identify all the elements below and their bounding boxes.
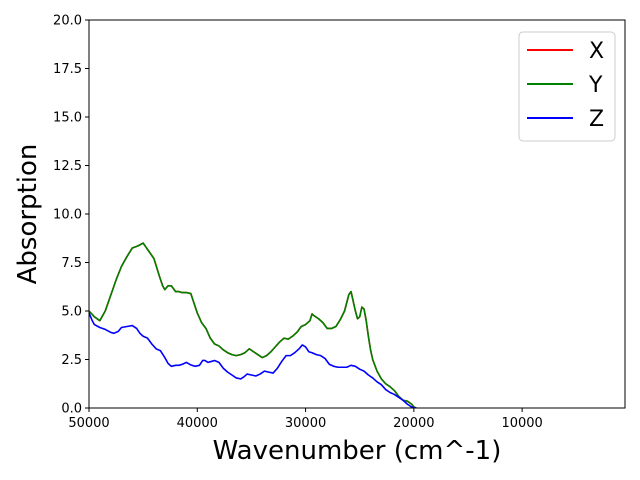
- y-tick-label: 5.0: [61, 305, 82, 320]
- legend-entries: XYZ: [527, 39, 604, 132]
- legend-label-y: Y: [588, 73, 603, 98]
- y-tick-label: 10.0: [53, 208, 82, 223]
- y-tick-label: 12.5: [53, 159, 82, 174]
- x-axis-title: Wavenumber (cm^-1): [213, 436, 502, 466]
- x-tick-label: 30000: [285, 416, 326, 431]
- y-tick-label: 7.5: [61, 256, 82, 271]
- y-tick-label: 2.5: [61, 353, 82, 368]
- series-group: [89, 242, 417, 408]
- y-axis-title: Absorption: [13, 144, 43, 285]
- legend-label-z: Z: [589, 107, 604, 132]
- legend-label-x: X: [589, 39, 604, 64]
- series-line-y: [89, 242, 417, 408]
- y-tick-label: 20.0: [53, 14, 82, 29]
- y-tick-label: 17.5: [53, 62, 82, 77]
- x-tick-label: 50000: [68, 416, 109, 431]
- x-axis-ticks: 50000 40000 30000 20000 10000: [68, 408, 543, 431]
- legend-box: [518, 31, 616, 142]
- x-tick-label: 40000: [177, 416, 218, 431]
- legend: XYZ: [518, 31, 616, 142]
- series-line-z: [89, 312, 417, 408]
- y-axis-ticks: 0.0 2.5 5.0 7.5 10.0 12.5 15.0 17.5 20.0: [53, 14, 89, 417]
- x-tick-label: 10000: [501, 416, 542, 431]
- y-tick-label: 0.0: [61, 402, 82, 417]
- y-tick-label: 15.0: [53, 111, 82, 126]
- x-tick-label: 20000: [393, 416, 434, 431]
